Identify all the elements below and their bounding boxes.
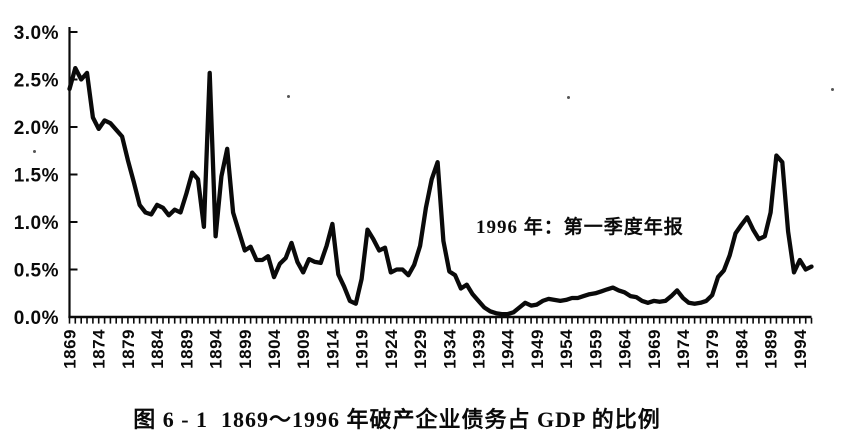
annotation-1996-q1: 1996 年：第一季度年报	[476, 217, 684, 238]
figure-caption: 图 6 - 1 1869～1996 年破产企业债务占 GDP 的比例	[133, 407, 661, 432]
x-axis-label: 1914	[323, 329, 342, 369]
scan-speck	[33, 150, 36, 153]
y-axis-label: 3.0%	[14, 23, 59, 44]
x-axis-label: 1919	[353, 329, 372, 369]
x-axis-label: 1949	[528, 329, 547, 369]
x-axis-label: 1944	[499, 329, 518, 369]
scan-speck	[567, 96, 570, 99]
x-minor-tick-marks	[68, 317, 813, 324]
x-axis-label: 1899	[236, 329, 255, 369]
x-axis-label: 1939	[469, 329, 488, 369]
x-axis-label: 1929	[411, 329, 430, 369]
x-axis-label: 1964	[616, 329, 635, 369]
x-axis-label: 1889	[177, 329, 196, 369]
x-axis-label: 1984	[732, 329, 751, 369]
y-axis-label: 0.0%	[14, 308, 59, 329]
y-axis-label: 1.0%	[14, 213, 59, 234]
y-axis-label: 1.5%	[14, 166, 59, 187]
y-axis-label: 0.5%	[14, 261, 59, 282]
x-axis-label: 1869	[61, 329, 80, 369]
x-axis-label: 1959	[586, 329, 605, 369]
x-axis-label: 1979	[703, 329, 722, 369]
scan-speck	[287, 95, 290, 98]
x-axis-label: 1874	[90, 329, 109, 369]
x-axis-label: 1954	[557, 329, 576, 369]
data-series-line	[67, 65, 814, 317]
x-axis-label: 1904	[265, 329, 284, 369]
x-axis-label: 1884	[148, 329, 167, 369]
bankruptcy-line-chart: 0.0% 0.5% 1.0% 1.5% 2.0% 2.5% 3.0% 1869 1874 187…	[14, 23, 814, 369]
x-axis-label: 1994	[791, 329, 810, 369]
x-axis-label: 1969	[645, 329, 664, 369]
x-axis-label: 1909	[294, 329, 313, 369]
x-tick-labels: 1869 1874 1879 1884 1889 1894 1899 1904 1909 1914…	[61, 329, 810, 369]
x-axis-label: 1924	[382, 329, 401, 369]
x-axis-label: 1879	[119, 329, 138, 369]
y-tick-labels: 0.0% 0.5% 1.0% 1.5% 2.0% 2.5% 3.0%	[14, 23, 59, 329]
x-axis-label: 1989	[762, 329, 781, 369]
x-axis-label: 1894	[207, 329, 226, 369]
y-axis-label: 2.5%	[14, 71, 59, 92]
x-axis-label: 1974	[674, 329, 693, 369]
scan-speck	[831, 88, 834, 91]
x-axis-label: 1934	[440, 329, 459, 369]
y-axis-label: 2.0%	[14, 118, 59, 139]
